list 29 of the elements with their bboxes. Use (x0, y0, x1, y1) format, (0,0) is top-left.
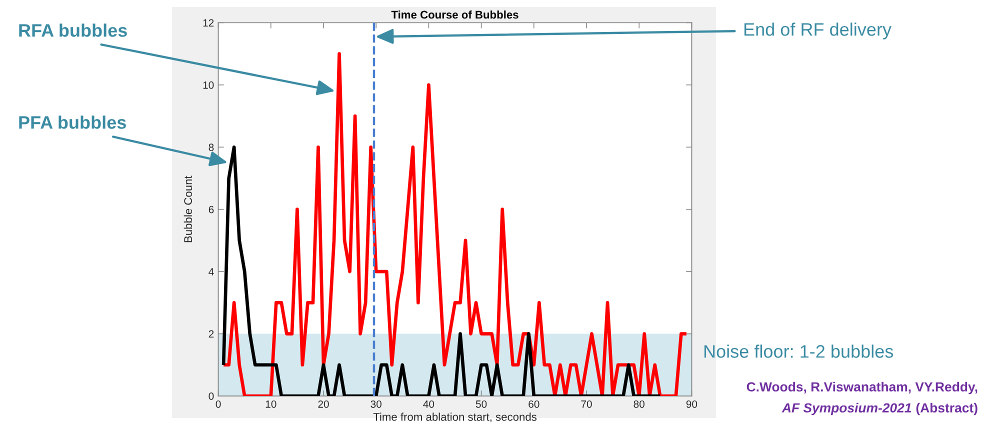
x-tick-label: 0 (216, 400, 221, 408)
y-tick-label: 4 (208, 268, 214, 276)
y-tick-label: 0 (208, 392, 214, 400)
x-tick-label: 20 (318, 400, 329, 408)
text: (Abstract) (916, 402, 978, 416)
y-axis-title: Bubble Count (184, 176, 192, 242)
x-tick-label: 90 (686, 400, 698, 408)
x-tick-label: 40 (423, 400, 434, 408)
ref-line-label: End of RF delivery (744, 22, 892, 40)
x-tick-label: 50 (476, 400, 487, 408)
annotation: RFA bubbles (19, 24, 127, 37)
chart-title: Time Course of Bubbles (391, 10, 518, 19)
x-tick-label: 30 (370, 400, 382, 408)
annotation: PFA bubbles (19, 116, 126, 129)
text: AF Symposium-2021 (782, 402, 912, 416)
x-tick-label: 10 (266, 400, 276, 408)
line-series (222, 52, 688, 396)
y-tick-label: 8 (208, 144, 214, 152)
y-tick-label: 2 (208, 330, 214, 338)
line-series (222, 145, 662, 396)
x-tick-label: 70 (581, 400, 592, 408)
x-tick-label: 60 (528, 400, 540, 408)
y-tick-label: 6 (208, 206, 214, 214)
x-axis-title: Time from ablation start, seconds (373, 412, 537, 422)
y-tick-label: 12 (203, 19, 214, 26)
y-tick-label: 10 (203, 81, 214, 89)
x-tick-label: 80 (634, 400, 644, 408)
band-label: Noise floor: 1-2 bubbles (704, 344, 894, 358)
text: C.Woods, R.Viswanatham, VY.Reddy, (746, 382, 978, 394)
